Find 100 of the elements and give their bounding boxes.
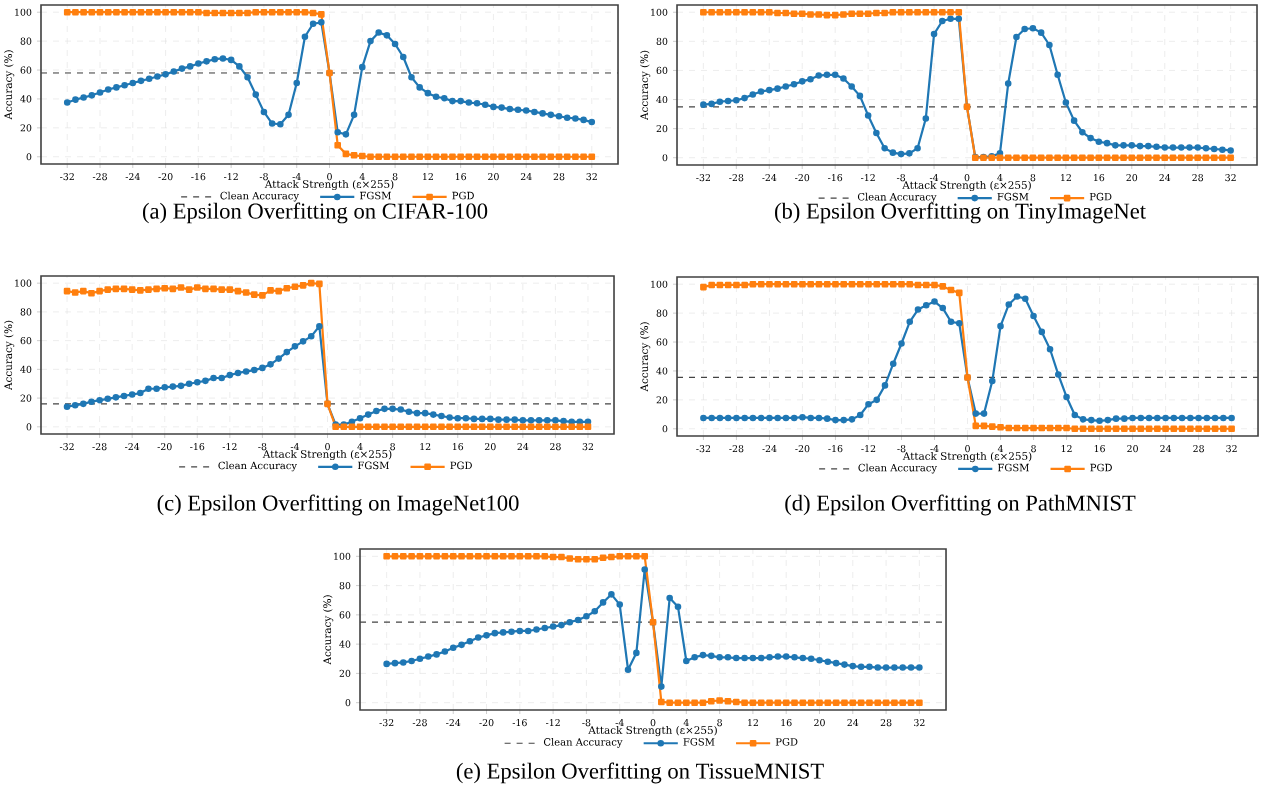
x-tick-label: 16 — [781, 719, 792, 727]
text: (c) Epsilon Overfitting on ImageNet100 — [157, 494, 519, 516]
y-axis-title: Accuracy (%) — [640, 50, 651, 121]
x-tick-label: 8 — [1030, 174, 1036, 182]
legend-label: PGD — [1089, 192, 1112, 201]
x-tick-label: -12 — [223, 173, 238, 181]
y-tick-label: 20 — [20, 124, 32, 132]
y-tick-label: 40 — [20, 95, 32, 103]
x-axis-title: Attack Strength (ε×255) — [902, 180, 1031, 192]
y-axis-title: Accuracy (%) — [323, 595, 334, 665]
text: (b) Epsilon Overfitting on TinyImageNet — [775, 202, 1146, 224]
legend-label: Clean Accuracy — [858, 463, 938, 474]
x-tick-label: 32 — [582, 443, 594, 451]
x-tick-label: -16 — [191, 173, 206, 181]
x-tick-label: 24 — [1160, 445, 1172, 453]
y-axis-title: Accuracy (%) — [4, 320, 15, 391]
x-tick-label: -28 — [729, 445, 744, 453]
text: (a) Epsilon Overfitting on CIFAR-100 — [142, 202, 488, 224]
y-tick-label: 40 — [656, 95, 668, 104]
y-tick-label: 100 — [651, 8, 668, 16]
y-tick-label: 60 — [656, 66, 668, 74]
legend-label: Clean Accuracy — [857, 192, 937, 203]
x-tick-label: 28 — [1192, 174, 1204, 182]
legend-label: FGSM — [359, 191, 391, 200]
y-tick-label: 80 — [339, 582, 351, 590]
y-tick-label: 60 — [20, 66, 32, 74]
x-tick-label: -8 — [896, 174, 906, 182]
x-tick-label: -16 — [828, 445, 843, 453]
legend-label: FGSM — [997, 192, 1029, 201]
x-tick-label: -12 — [222, 443, 237, 451]
y-tick-label: 20 — [339, 669, 351, 677]
x-tick-label: -12 — [861, 445, 876, 453]
legend-label: PGD — [450, 461, 472, 470]
x-tick-label: 8 — [717, 719, 722, 727]
x-tick-label: 8 — [1031, 445, 1036, 453]
x-tick-label: -32 — [59, 443, 74, 451]
y-tick-label: 80 — [20, 37, 32, 45]
legend-label: Clean Accuracy — [218, 461, 298, 472]
x-tick-label: 12 — [420, 443, 431, 451]
x-tick-label: -24 — [762, 445, 777, 453]
x-tick-label: -16 — [828, 174, 843, 182]
legend-label: PGD — [452, 191, 474, 200]
x-tick-label: 8 — [390, 443, 395, 451]
x-tick-label: -28 — [92, 173, 107, 181]
x-tick-label: -8 — [258, 443, 267, 451]
y-axis-title: Accuracy (%) — [4, 50, 15, 120]
x-tick-label: -16 — [512, 719, 527, 727]
x-tick-label: -24 — [125, 173, 140, 181]
x-tick-label: -4 — [615, 719, 624, 727]
x-tick-label: 4 — [683, 719, 689, 727]
y-tick-label: 0 — [662, 425, 668, 433]
x-tick-label: 20 — [1126, 174, 1138, 182]
x-axis-title: Attack Strength (ε×255) — [262, 449, 392, 461]
y-tick-label: 40 — [656, 367, 668, 375]
x-tick-label: -4 — [292, 173, 301, 181]
x-tick-label: -20 — [795, 174, 810, 182]
x-axis-title: Attack Strength (ε×255) — [588, 725, 717, 737]
y-tick-label: 100 — [651, 280, 668, 288]
x-tick-label: -24 — [446, 719, 461, 727]
x-tick-label: -32 — [60, 173, 74, 181]
y-tick-label: 40 — [339, 640, 351, 648]
y-tick-label: 0 — [26, 153, 32, 161]
legend-label: PGD — [1090, 463, 1112, 472]
y-tick-label: 60 — [656, 338, 668, 346]
x-tick-label: 16 — [1094, 174, 1105, 182]
x-tick-label: 12 — [748, 719, 758, 727]
x-tick-label: 12 — [1061, 174, 1071, 182]
x-tick-label: -28 — [92, 443, 107, 451]
x-tick-label: 28 — [880, 719, 892, 727]
x-tick-label: -24 — [762, 174, 777, 182]
x-tick-label: -32 — [696, 174, 711, 182]
x-tick-label: 24 — [517, 443, 529, 451]
x-tick-label: 0 — [327, 173, 332, 181]
x-tick-label: -8 — [897, 445, 906, 453]
x-tick-label: 28 — [550, 443, 561, 451]
x-tick-label: 32 — [1226, 445, 1237, 453]
text: (d) Epsilon Overfitting on PathMNIST — [785, 494, 1136, 516]
y-tick-label: 40 — [20, 365, 32, 373]
x-tick-label: 32 — [914, 719, 925, 727]
y-tick-label: 60 — [339, 611, 351, 619]
text: (e) Epsilon Overfitting on TissueMNIST — [456, 762, 824, 784]
x-tick-label: -20 — [158, 173, 173, 181]
x-tick-label: 20 — [1127, 445, 1138, 453]
y-axis-title: Accuracy (%) — [640, 322, 651, 392]
y-tick-label: 80 — [20, 308, 32, 316]
x-tick-label: 16 — [452, 443, 464, 451]
x-tick-label: -20 — [795, 445, 810, 453]
x-tick-label: 24 — [1159, 174, 1171, 182]
x-tick-label: 16 — [455, 173, 467, 181]
y-tick-label: 20 — [656, 396, 668, 404]
x-tick-label: 12 — [423, 173, 433, 181]
x-tick-label: -4 — [930, 445, 939, 453]
x-tick-label: -20 — [157, 443, 172, 451]
y-tick-label: 100 — [15, 8, 32, 16]
x-tick-label: -20 — [479, 719, 494, 727]
x-tick-label: 0 — [965, 445, 970, 453]
x-tick-label: 32 — [586, 173, 597, 181]
y-tick-label: 0 — [662, 154, 668, 162]
x-tick-label: 28 — [1193, 445, 1204, 453]
x-tick-label: 4 — [357, 443, 363, 451]
